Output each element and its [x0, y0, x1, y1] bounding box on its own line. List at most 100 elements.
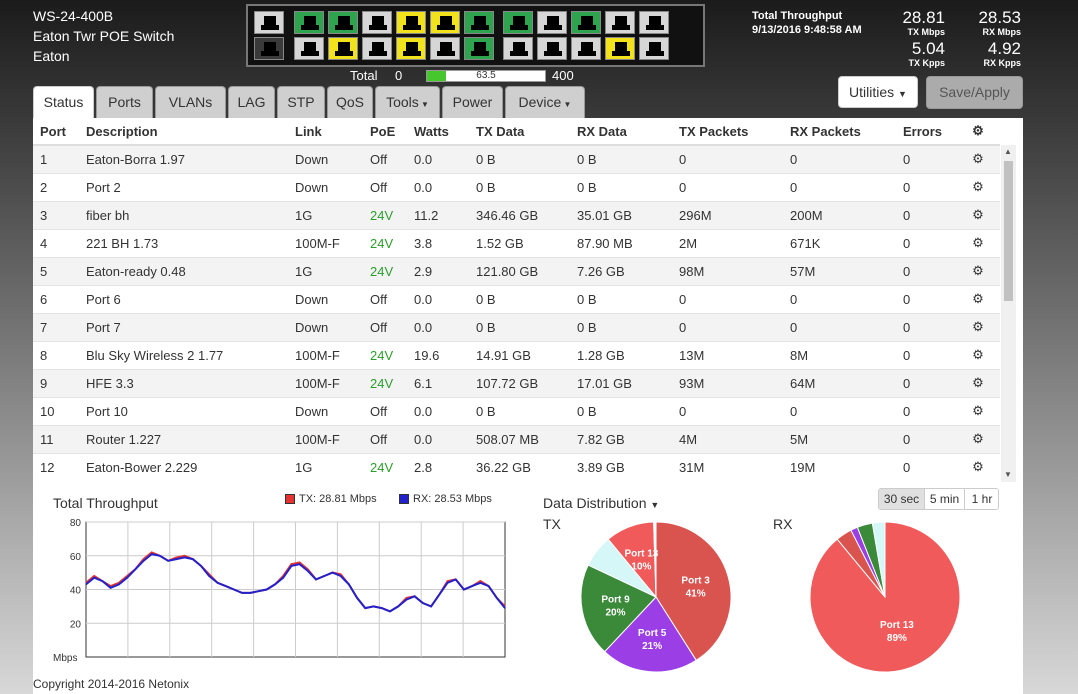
column-header[interactable]: Link — [288, 118, 363, 146]
column-header[interactable]: Port — [33, 118, 79, 146]
time-5min-button[interactable]: 5 min — [924, 489, 964, 509]
column-header[interactable]: TX Data — [469, 118, 570, 146]
tab-ports[interactable]: Ports — [96, 86, 153, 118]
gear-icon[interactable]: ⚙ — [956, 312, 1000, 341]
switch-port-bottom-6[interactable] — [430, 37, 460, 60]
table-row[interactable]: 12 Eaton-Bower 2.229 1G 24V 2.8 36.22 GB 3.89 … — [33, 452, 1000, 481]
time-1hr-button[interactable]: 1 hr — [964, 489, 998, 509]
gear-icon[interactable]: ⚙ — [956, 118, 1000, 146]
pie-slice[interactable] — [871, 521, 886, 598]
table-row[interactable]: 8 Blu Sky Wireless 2 1.77 100M-F 24V 19.6 14.… — [33, 340, 1000, 369]
gear-icon[interactable]: ⚙ — [956, 396, 1000, 425]
table-cell[interactable]: Port 6 — [79, 284, 288, 313]
table-cell[interactable]: Blu Sky Wireless 2 1.77 — [79, 340, 288, 369]
switch-port-top-10[interactable] — [571, 11, 601, 34]
tab-device[interactable]: Device ▼ — [505, 86, 585, 118]
switch-port-top-7[interactable] — [464, 11, 494, 34]
column-header[interactable]: Description — [79, 118, 288, 146]
pie-slice[interactable] — [603, 596, 697, 673]
switch-port-bottom-5[interactable] — [396, 37, 426, 60]
table-cell[interactable]: HFE 3.3 — [79, 368, 288, 397]
charts-panel: Total Throughput TX: 28.81 Mbps RX: 28.5… — [33, 482, 1023, 694]
table-row[interactable]: 9 HFE 3.3 100M-F 24V 6.1 107.72 GB 17.01 GB 93M… — [33, 368, 1000, 397]
column-header[interactable]: Watts — [407, 118, 469, 146]
gear-icon[interactable]: ⚙ — [956, 452, 1000, 481]
gear-icon[interactable]: ⚙ — [956, 368, 1000, 397]
scroll-up-icon[interactable]: ▲ — [1004, 147, 1012, 156]
tab-status[interactable]: Status — [33, 86, 94, 120]
table-cell[interactable]: fiber bh — [79, 200, 288, 229]
table-cell[interactable]: Router 1.227 — [79, 424, 288, 453]
table-cell: Down — [288, 144, 363, 173]
switch-port-top-4[interactable] — [362, 11, 392, 34]
switch-port-bottom-1[interactable] — [254, 37, 284, 60]
switch-port-top-6[interactable] — [430, 11, 460, 34]
gear-icon[interactable]: ⚙ — [956, 172, 1000, 201]
table-row[interactable]: 11 Router 1.227 100M-F Off 0.0 508.07 MB 7.82 … — [33, 424, 1000, 453]
scroll-down-icon[interactable]: ▼ — [1004, 470, 1012, 479]
column-header[interactable]: RX Data — [570, 118, 672, 146]
gear-icon[interactable]: ⚙ — [956, 256, 1000, 285]
switch-port-bottom-10[interactable] — [571, 37, 601, 60]
pie-slice-label: Port 5 — [638, 628, 667, 639]
data-distribution-dropdown[interactable]: Data Distribution ▼ — [543, 495, 659, 511]
table-cell[interactable]: Port 2 — [79, 172, 288, 201]
tab-label: LAG — [237, 94, 266, 110]
tab-lag[interactable]: LAG — [228, 86, 275, 118]
column-header[interactable]: TX Packets — [672, 118, 783, 146]
table-row[interactable]: 4 221 BH 1.73 100M-F 24V 3.8 1.52 GB 87.90 MB 2… — [33, 228, 1000, 257]
gear-icon[interactable]: ⚙ — [956, 200, 1000, 229]
switch-port-top-12[interactable] — [639, 11, 669, 34]
switch-port-top-2[interactable] — [294, 11, 324, 34]
table-cell[interactable]: Port 10 — [79, 396, 288, 425]
table-row[interactable]: 3 fiber bh 1G 24V 11.2 346.46 GB 35.01 GB 296M 2… — [33, 200, 1000, 229]
switch-port-bottom-8[interactable] — [503, 37, 533, 60]
table-cell[interactable]: Eaton-Bower 2.229 — [79, 452, 288, 481]
tab-tools[interactable]: Tools ▼ — [375, 86, 440, 118]
table-cell[interactable]: Port 7 — [79, 312, 288, 341]
switch-port-bottom-12[interactable] — [639, 37, 669, 60]
utilities-button[interactable]: Utilities ▼ — [838, 76, 918, 108]
switch-port-bottom-2[interactable] — [294, 37, 324, 60]
tab-qos[interactable]: QoS — [327, 86, 373, 118]
tab-vlans[interactable]: VLANs — [155, 86, 226, 118]
gear-icon[interactable]: ⚙ — [956, 424, 1000, 453]
tab-power[interactable]: Power — [442, 86, 503, 118]
switch-port-bottom-3[interactable] — [328, 37, 358, 60]
tab-stp[interactable]: STP — [277, 86, 325, 118]
table-row[interactable]: 5 Eaton-ready 0.48 1G 24V 2.9 121.80 GB 7.26 G… — [33, 256, 1000, 285]
column-header[interactable]: Errors — [896, 118, 956, 146]
switch-port-bottom-7[interactable] — [464, 37, 494, 60]
switch-port-top-3[interactable] — [328, 11, 358, 34]
column-header[interactable]: PoE — [363, 118, 407, 146]
pie-slice[interactable] — [653, 521, 657, 598]
switch-port-bottom-4[interactable] — [362, 37, 392, 60]
switch-port-top-5[interactable] — [396, 11, 426, 34]
rx-mbps-label: RX Mbps — [982, 27, 1021, 37]
switch-port-bottom-9[interactable] — [537, 37, 567, 60]
scroll-thumb[interactable] — [1004, 161, 1013, 301]
switch-port-bottom-11[interactable] — [605, 37, 635, 60]
pie-slice[interactable] — [580, 564, 657, 653]
switch-port-top-8[interactable] — [503, 11, 533, 34]
switch-port-top-1[interactable] — [254, 11, 284, 34]
gear-icon[interactable]: ⚙ — [956, 340, 1000, 369]
column-header[interactable]: RX Packets — [783, 118, 896, 146]
switch-port-top-11[interactable] — [605, 11, 635, 34]
table-cell: 4 — [33, 228, 79, 257]
switch-port-top-9[interactable] — [537, 11, 567, 34]
save-apply-button[interactable]: Save/Apply — [926, 76, 1023, 109]
table-cell[interactable]: Eaton-ready 0.48 — [79, 256, 288, 285]
table-cell[interactable]: 221 BH 1.73 — [79, 228, 288, 257]
gear-icon[interactable]: ⚙ — [956, 228, 1000, 257]
table-scrollbar[interactable]: ▲ ▼ — [1001, 145, 1016, 482]
table-cell[interactable]: Eaton-Borra 1.97 — [79, 144, 288, 173]
gear-icon[interactable]: ⚙ — [956, 284, 1000, 313]
time-30sec-button[interactable]: 30 sec — [879, 489, 924, 509]
gear-icon[interactable]: ⚙ — [956, 144, 1000, 173]
